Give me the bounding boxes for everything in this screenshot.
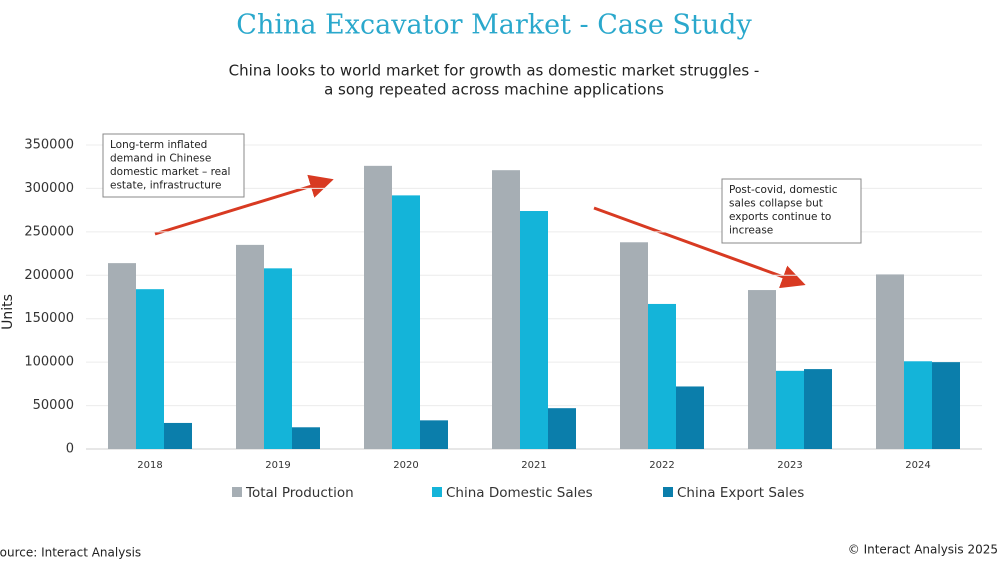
bar: [108, 263, 136, 449]
x-tick-label: 2021: [521, 460, 546, 471]
bar: [804, 369, 832, 449]
bar: [676, 386, 704, 449]
x-tick-label: 2024: [905, 460, 930, 471]
bar: [876, 274, 904, 449]
annotation-text: demand in Chinese: [110, 153, 211, 165]
bar: [748, 290, 776, 449]
y-tick-label: 50000: [33, 398, 74, 413]
y-tick-label: 300000: [24, 181, 74, 196]
source: Source: Interact Analysis: [0, 546, 141, 560]
x-tick-label: 2019: [265, 460, 290, 471]
annotation-text: exports continue to: [729, 211, 831, 223]
subtitle: China looks to world market for growth a…: [229, 62, 760, 80]
bar: [520, 211, 548, 449]
bar: [620, 242, 648, 449]
annotation-text: estate, infrastructure: [110, 180, 221, 192]
legend-swatch: [663, 487, 673, 497]
legend-label: China Export Sales: [677, 485, 804, 501]
subtitle: a song repeated across machine applicati…: [324, 81, 664, 99]
legend-swatch: [232, 487, 242, 497]
y-tick-label: 200000: [24, 268, 74, 283]
legend-label: Total Production: [245, 485, 354, 501]
bar: [136, 289, 164, 449]
bar: [292, 427, 320, 449]
annotation-text: domestic market – real: [110, 166, 230, 178]
bar: [776, 370, 804, 449]
x-tick-label: 2022: [649, 460, 674, 471]
bar: [364, 165, 392, 450]
legend-label: China Domestic Sales: [446, 485, 593, 501]
bar: [264, 268, 292, 449]
annotation-text: Long-term inflated: [110, 139, 207, 151]
y-tick-label: 0: [66, 442, 74, 457]
copyright: © Interact Analysis 2025: [848, 543, 998, 557]
y-tick-label: 100000: [24, 355, 74, 370]
x-tick-label: 2023: [777, 460, 802, 471]
y-axis-label: Units: [0, 294, 16, 330]
x-tick-label: 2020: [393, 460, 418, 471]
arrow: [154, 174, 334, 236]
annotation-text: Post-covid, domestic: [729, 184, 838, 196]
annotation-text: increase: [729, 225, 773, 237]
y-tick-label: 150000: [24, 311, 74, 326]
chart-title: China Excavator Market - Case Study: [236, 10, 752, 41]
bar: [904, 361, 932, 449]
bar: [164, 422, 192, 449]
annotation-box: [102, 133, 245, 198]
bar: [548, 408, 576, 449]
legend-swatch: [432, 487, 442, 497]
x-tick-label: 2018: [137, 460, 162, 471]
bar: [648, 303, 676, 449]
annotation-text: sales collapse but: [729, 198, 823, 210]
bar: [392, 195, 420, 449]
annotation-box: [721, 178, 862, 244]
bar: [492, 170, 520, 449]
bar: [236, 244, 264, 449]
bar: [420, 420, 448, 449]
y-tick-label: 250000: [24, 224, 74, 239]
bar: [932, 362, 960, 449]
y-tick-label: 350000: [24, 138, 74, 153]
arrow: [593, 206, 806, 289]
